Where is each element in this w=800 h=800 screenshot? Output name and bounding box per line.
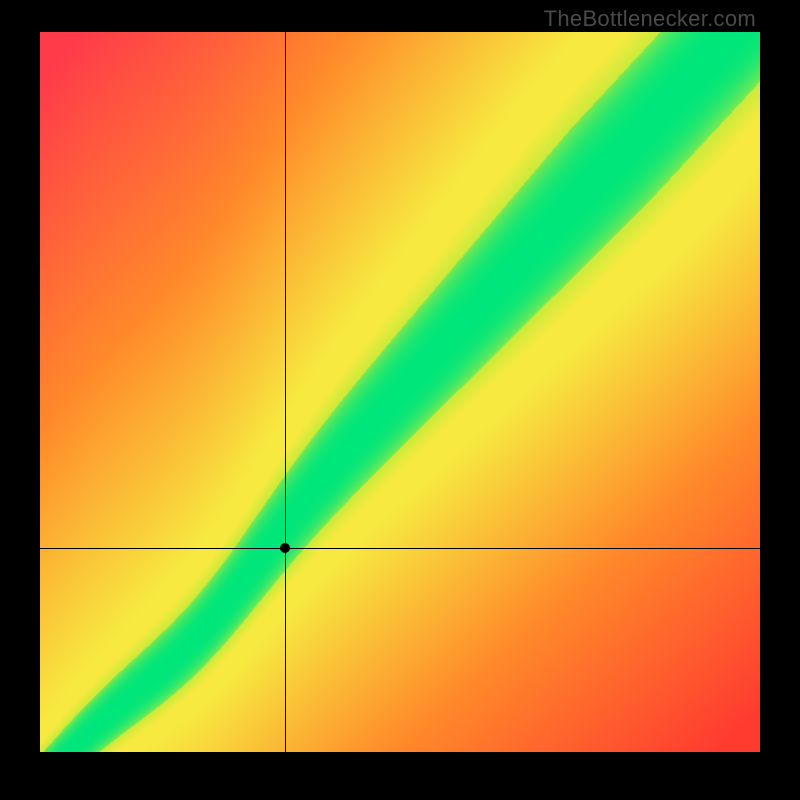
bottleneck-heatmap: [40, 32, 760, 752]
crosshair-horizontal: [40, 548, 760, 549]
crosshair-vertical: [285, 32, 286, 752]
heatmap-canvas: [40, 32, 760, 752]
watermark-text: TheBottlenecker.com: [544, 6, 756, 32]
crosshair-marker: [280, 543, 290, 553]
